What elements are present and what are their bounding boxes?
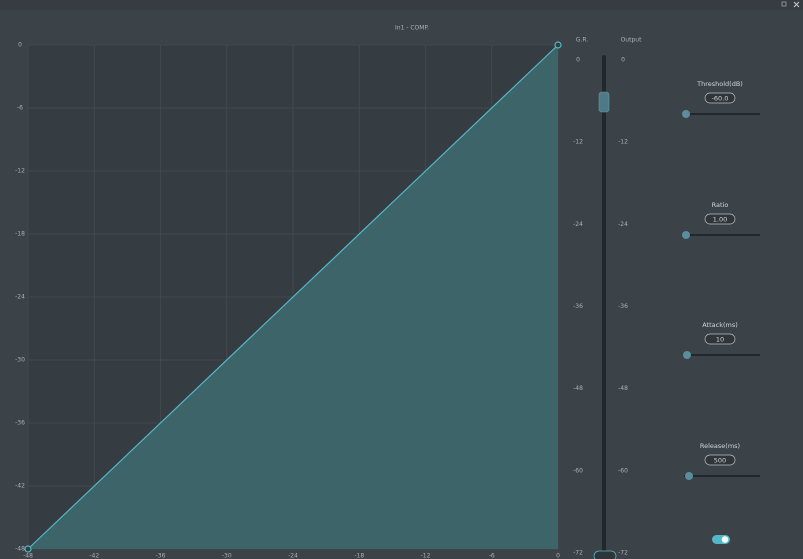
meter-button[interactable] [593, 550, 617, 559]
curve-point[interactable] [554, 41, 562, 49]
y-label: 0 [18, 42, 22, 49]
control-label: Release(ms) [700, 442, 740, 450]
x-label: -30 [222, 553, 232, 559]
toggle-knob [721, 536, 729, 543]
gr-scale: -48 [573, 385, 583, 392]
control-label: Ratio [712, 201, 729, 209]
x-label: -18 [354, 553, 364, 559]
gr-scale: -72 [573, 550, 583, 557]
value-text: 10 [716, 336, 724, 344]
slider-knob[interactable] [682, 231, 690, 239]
value-text: 1.00 [713, 216, 727, 224]
y-label: -42 [15, 483, 25, 490]
value-box[interactable] [704, 333, 736, 345]
gr-label: G.R. [576, 37, 589, 44]
gr-scale: -24 [573, 221, 583, 228]
x-label: -42 [89, 553, 99, 559]
value-box[interactable] [704, 213, 736, 225]
y-label: -36 [15, 420, 25, 427]
y-label: -12 [15, 168, 25, 175]
value-text: 500 [714, 457, 726, 465]
y-label: -6 [17, 105, 23, 112]
y-label: -30 [15, 357, 25, 364]
close-button[interactable] [793, 1, 800, 8]
output-scale: -12 [618, 139, 628, 146]
fader-track [602, 55, 606, 555]
x-label: -6 [489, 553, 495, 559]
slider-knob[interactable] [682, 110, 690, 118]
control-label: Threshold(dB) [696, 80, 743, 88]
output-label: Output [621, 37, 642, 44]
transfer-curve [27, 44, 559, 550]
y-label: -24 [15, 294, 25, 301]
window-title: In1 - COMP. [395, 25, 429, 32]
x-label: -12 [421, 553, 431, 559]
fader-handle[interactable] [598, 91, 610, 113]
value-text: -60.0 [712, 95, 729, 103]
x-label: -24 [288, 553, 298, 559]
curve-point[interactable] [24, 545, 32, 553]
y-label: -18 [15, 231, 25, 238]
slider-knob[interactable] [685, 472, 693, 480]
title-strip [0, 0, 803, 10]
output-scale: -48 [618, 385, 628, 392]
output-scale: -72 [618, 550, 628, 557]
x-label: 0 [556, 553, 560, 559]
y-label: -48 [15, 546, 25, 553]
output-scale: 0 [621, 57, 625, 64]
value-box[interactable] [704, 454, 736, 466]
restore-button[interactable] [781, 1, 787, 7]
value-box[interactable] [704, 92, 736, 104]
output-scale: -36 [618, 303, 628, 310]
x-label: -48 [23, 553, 33, 559]
control-label: Attack(ms) [702, 321, 738, 329]
gr-scale: -12 [573, 139, 583, 146]
gr-scale: -36 [573, 303, 583, 310]
gr-scale: -60 [573, 467, 583, 474]
output-scale: -60 [618, 467, 628, 474]
controls: Threshold(dB) -60.0 Ratio 1.00 Attack(ms) 10 R… [682, 80, 760, 480]
gr-scale: 0 [576, 57, 580, 64]
output-scale: -24 [618, 221, 628, 228]
x-label: -36 [156, 553, 166, 559]
slider-knob[interactable] [683, 351, 691, 359]
